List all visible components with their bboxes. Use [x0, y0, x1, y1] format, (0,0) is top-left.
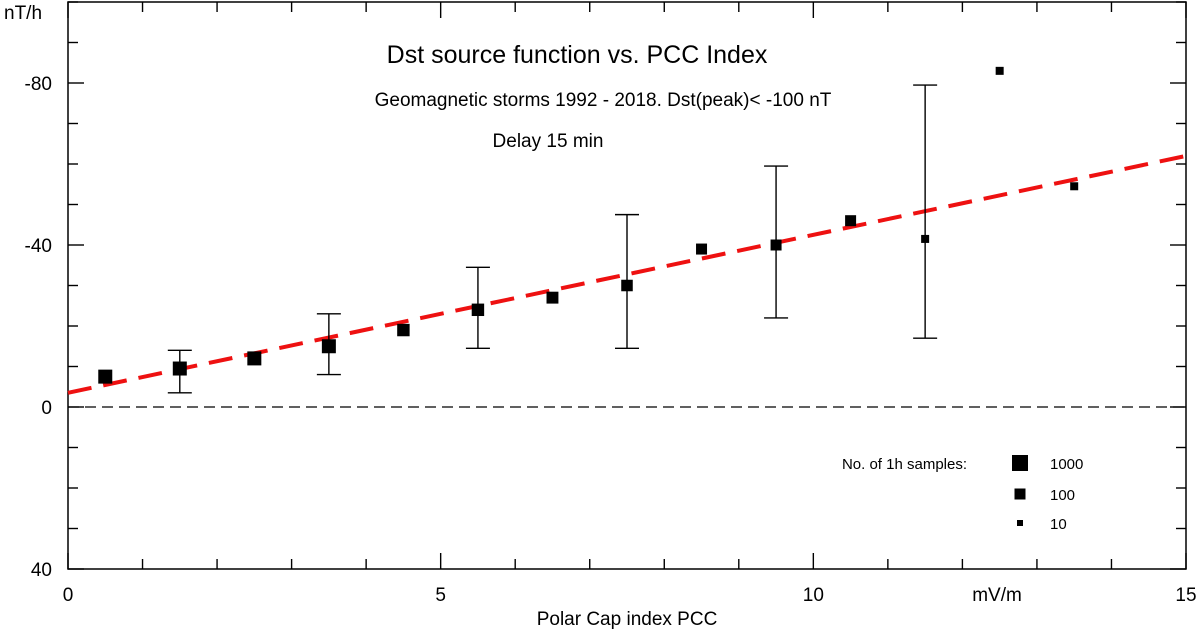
legend-label-1000: 1000: [1050, 456, 1083, 473]
legend-marker: [1014, 488, 1026, 500]
legend-markers: [1012, 455, 1028, 526]
data-point: [696, 243, 708, 255]
x-tick-label: 5: [435, 585, 446, 606]
x-axis-label: Polar Cap index PCC: [537, 609, 718, 630]
data-point: [321, 339, 336, 354]
legend-title: No. of 1h samples:: [842, 456, 967, 473]
legend-marker: [1017, 520, 1023, 526]
data-point: [98, 369, 113, 384]
data-point: [621, 279, 633, 292]
axes: 0 5 10 15 -80 -40 0 40: [25, 1, 1197, 606]
data-point: [471, 303, 485, 317]
data-point: [247, 351, 262, 366]
data-point: [995, 66, 1004, 75]
delay-annotation: Delay 15 min: [493, 131, 604, 152]
legend-marker: [1012, 455, 1028, 471]
x-tick-label: 10: [803, 585, 824, 606]
legend-label-10: 10: [1050, 516, 1067, 533]
data-point: [397, 323, 410, 337]
data-point: [845, 215, 857, 227]
data-point: [770, 239, 782, 251]
chart-subtitle: Geomagnetic storms 1992 - 2018. Dst(peak…: [375, 90, 832, 111]
y-axis-unit-label: nT/h: [4, 3, 42, 24]
data-points: [98, 66, 1079, 384]
legend-label-100: 100: [1050, 487, 1075, 504]
data-point: [546, 291, 559, 304]
y-tick-label: 0: [41, 398, 52, 419]
y-tick-label: -40: [25, 236, 52, 257]
x-tick-label: 15: [1175, 585, 1196, 606]
data-point: [1070, 182, 1079, 191]
y-tick-label: -80: [25, 74, 52, 95]
data-point: [172, 361, 187, 376]
y-tick-label: 40: [31, 560, 52, 581]
x-axis-unit-label: mV/m: [972, 585, 1022, 606]
chart-title: Dst source function vs. PCC Index: [387, 41, 768, 69]
x-tick-label: 0: [63, 585, 74, 606]
data-point: [921, 234, 930, 243]
